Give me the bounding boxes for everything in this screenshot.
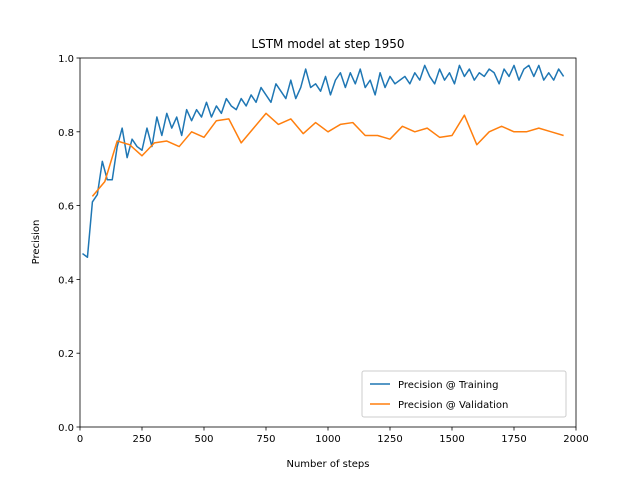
- y-tick-label: 0.2: [58, 349, 74, 360]
- legend-box: [361, 370, 567, 418]
- x-tick-label: 1250: [377, 434, 402, 445]
- y-tick-label: 1.0: [58, 54, 74, 65]
- x-tick-label: 2000: [563, 434, 588, 445]
- x-tick-label: 500: [194, 434, 213, 445]
- legend-label: Precision @ Training: [398, 380, 498, 391]
- y-tick-label: 0.4: [58, 275, 74, 286]
- y-tick-label: 0.8: [58, 128, 74, 139]
- x-tick-label: 1500: [439, 434, 464, 445]
- chart-title: LSTM model at step 1950: [251, 37, 404, 51]
- x-tick-label: 1750: [501, 434, 526, 445]
- y-tick-label: 0.6: [58, 202, 74, 213]
- y-tick-label: 0.0: [58, 423, 74, 434]
- x-tick-label: 750: [256, 434, 275, 445]
- plot-frame: [79, 57, 577, 428]
- x-tick-label: 0: [77, 434, 83, 445]
- x-tick-label: 250: [132, 434, 151, 445]
- data-line: [91, 112, 564, 197]
- data-line: [82, 64, 565, 259]
- x-axis-label: Number of steps: [286, 459, 369, 470]
- y-axis-label: Precision: [31, 220, 42, 265]
- legend-label: Precision @ Validation: [398, 400, 508, 411]
- x-tick-label: 1000: [315, 434, 340, 445]
